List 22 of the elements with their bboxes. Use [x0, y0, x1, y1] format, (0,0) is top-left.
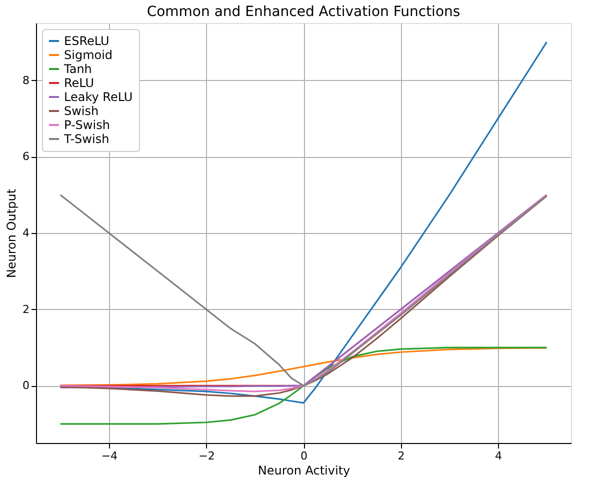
y-tick-label: 0	[22, 379, 30, 392]
y-tick-label: 4	[22, 226, 30, 240]
y-tick-label: 2	[22, 302, 30, 316]
legend-label: Sigmoid	[64, 48, 113, 62]
x-tick-label: 2	[398, 450, 405, 462]
line-series	[60, 346, 548, 425]
legend-label: Tanh	[63, 62, 92, 76]
legend-label: ReLU	[64, 76, 94, 90]
y-tick-label: 6	[22, 150, 30, 164]
x-axis-title: Neuron Activity	[258, 464, 350, 478]
x-tick-label: −2	[198, 450, 215, 462]
x-tick-label: −4	[101, 450, 118, 462]
x-tick-label: 4	[495, 450, 502, 462]
legend-label: ESReLU	[64, 34, 110, 48]
x-tick-label: 0	[300, 450, 308, 462]
legend-label: Swish	[64, 104, 99, 118]
legend-label: T-Swish	[63, 132, 110, 146]
legend-label: Leaky ReLU	[64, 90, 133, 104]
y-axis-title: Neuron Output	[4, 188, 18, 278]
chart-title: Common and Enhanced Activation Functions	[146, 4, 460, 20]
y-tick-label: 8	[22, 74, 30, 87]
legend-label: P-Swish	[64, 118, 110, 132]
